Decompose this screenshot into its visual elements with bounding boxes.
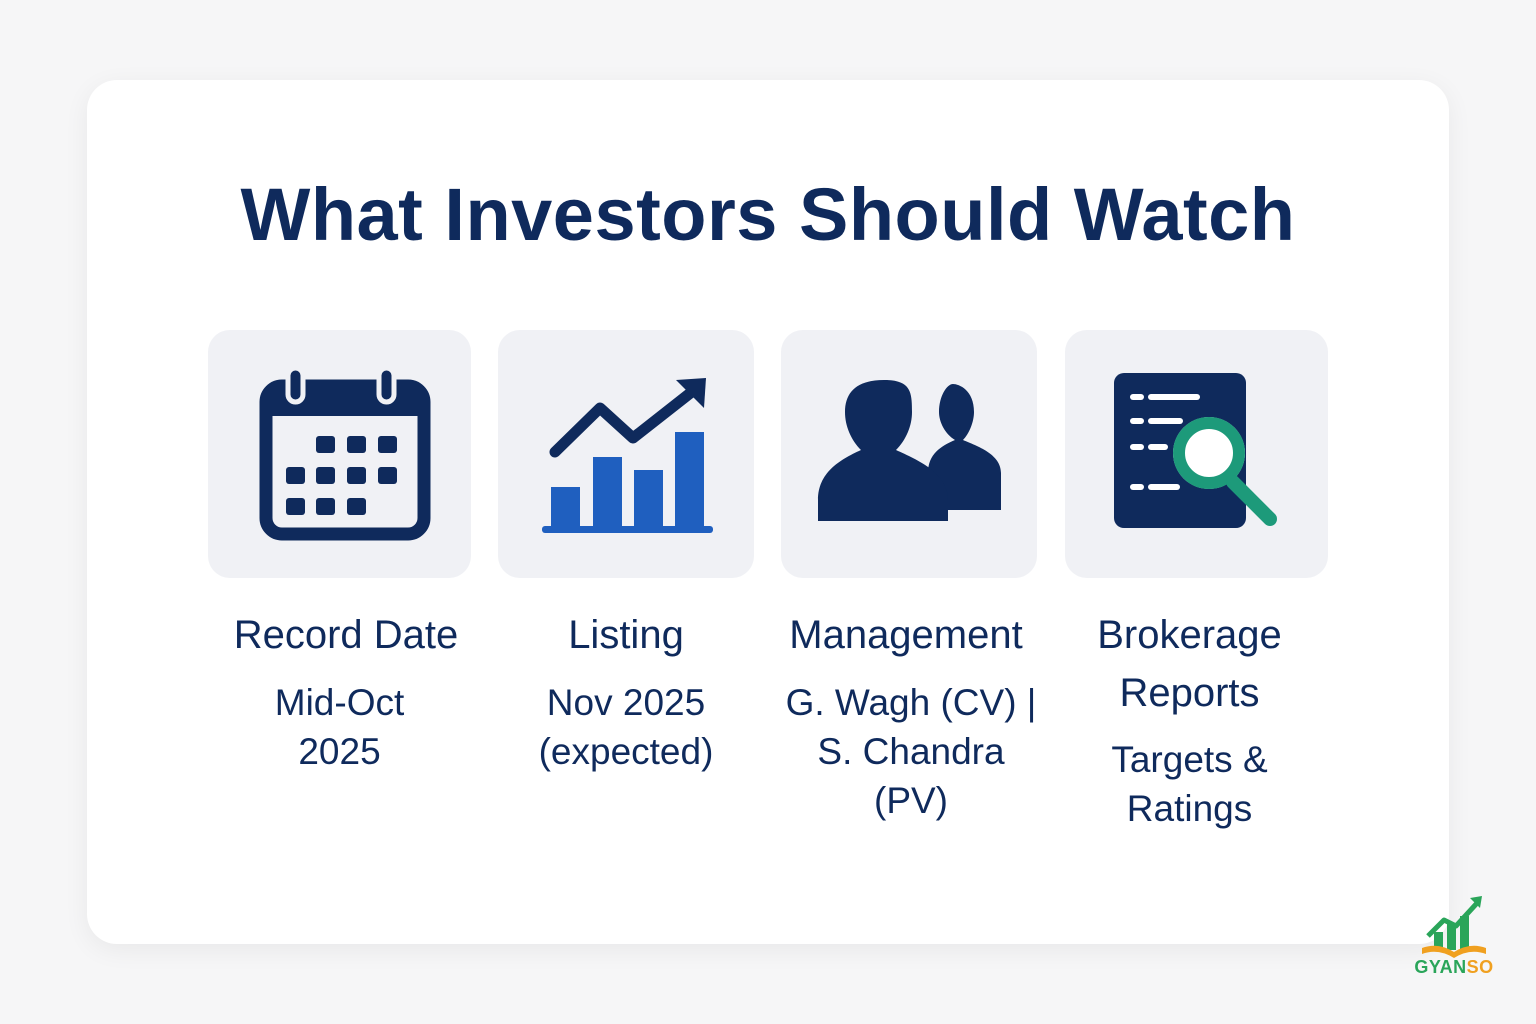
brand-name: GYANSO: [1414, 957, 1494, 977]
listing-label: Listing: [568, 613, 684, 657]
listing-value: Nov 2025 (expected): [538, 682, 714, 772]
people-icon: [818, 380, 1001, 521]
calendar-icon: [259, 365, 431, 541]
management-label: Management: [789, 613, 1023, 657]
brokerage-reports-tile: [1065, 330, 1328, 578]
report-search-icon: [1114, 373, 1277, 528]
management-value: G. Wagh (CV) | S. Chandra (PV): [785, 682, 1037, 821]
gyanso-logo-icon: [1422, 896, 1486, 958]
brokerage-reports-label: Brokerage Reports: [1097, 613, 1282, 715]
record-date-tile: [208, 330, 471, 578]
record-date-value: Mid-Oct 2025: [274, 682, 405, 772]
growth-chart-icon: [542, 378, 713, 533]
record-date-label: Record Date: [233, 613, 459, 657]
page-title: What Investors Should Watch: [240, 173, 1296, 256]
brokerage-reports-value: Targets & Ratings: [1111, 739, 1268, 829]
management-tile: [781, 330, 1037, 578]
listing-tile: [498, 330, 754, 578]
